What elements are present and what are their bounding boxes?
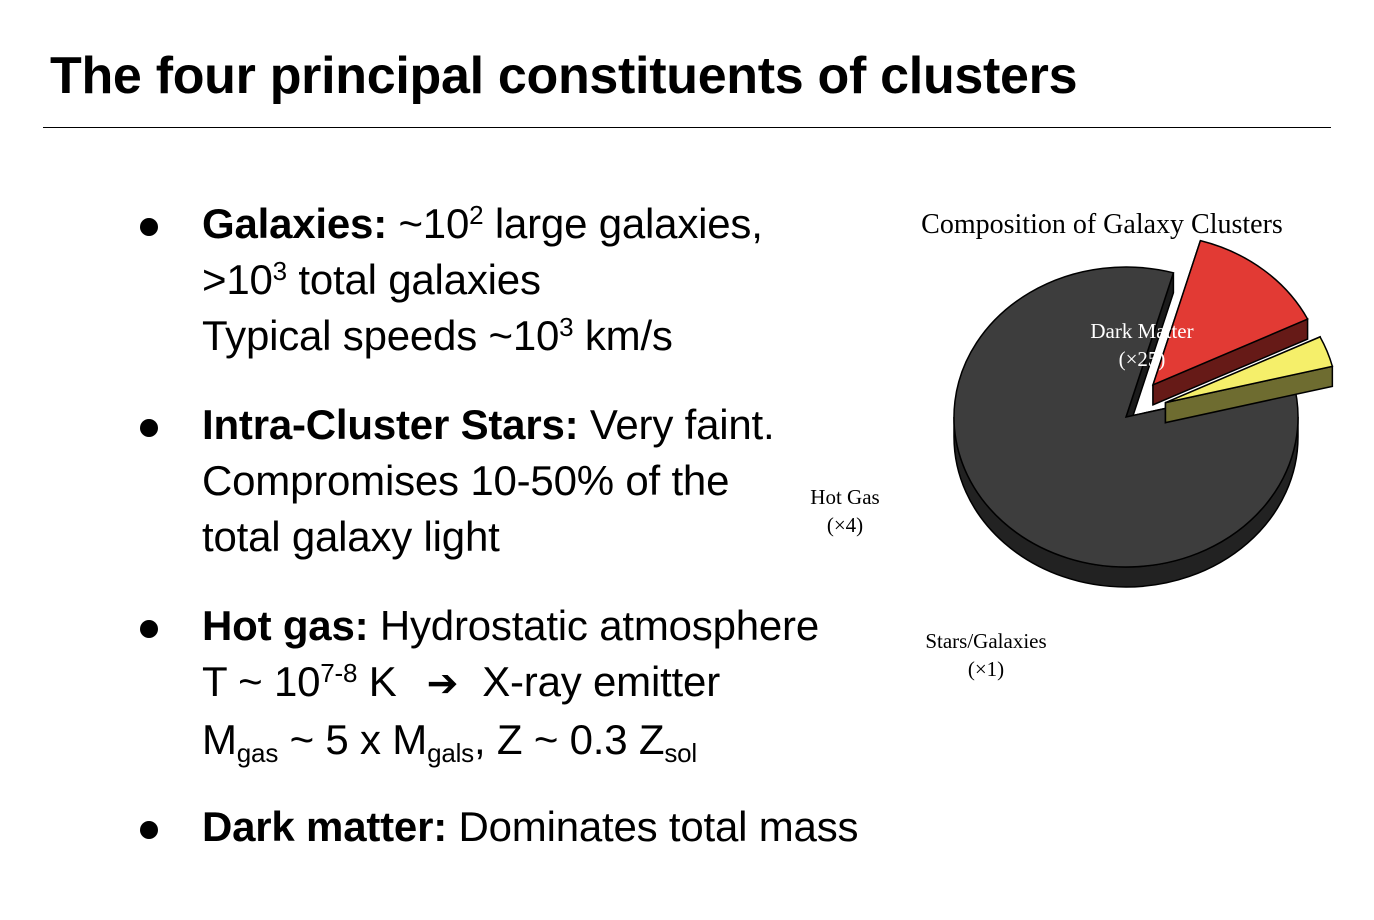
galaxies-line-1: Galaxies: ~102 large galaxies, xyxy=(202,200,763,247)
bullet-dot xyxy=(140,620,158,638)
chart-title: Composition of Galaxy Clusters xyxy=(921,209,1283,240)
stars-label: Intra-Cluster Stars: xyxy=(202,401,579,448)
stars-line-3: total galaxy light xyxy=(202,513,500,560)
right-arrow-icon: ➔ xyxy=(426,663,459,705)
slice-value-stars-galaxies: (×1) xyxy=(968,657,1004,681)
slice-label-hot-gas: Hot Gas xyxy=(810,485,879,509)
galaxies-line-2: >103 total galaxies xyxy=(202,256,541,303)
title-divider xyxy=(43,127,1331,128)
composition-pie-chart: Composition of Galaxy Clusters Dark Matt… xyxy=(810,209,1334,681)
stars-line-1: Intra-Cluster Stars: Very faint. xyxy=(202,401,775,448)
bullet-dot xyxy=(140,218,158,236)
pie-slice-top-stars-galaxies xyxy=(1165,335,1334,404)
bullet-dot xyxy=(140,821,158,839)
pie-slice-top-hot-gas xyxy=(1151,239,1309,387)
pie-slice-top-dark-matter xyxy=(953,266,1299,568)
slide-title: The four principal constituents of clust… xyxy=(50,47,1078,105)
gas-label: Hot gas: xyxy=(202,602,369,649)
galaxies-line-3: Typical speeds ~103 km/s xyxy=(202,312,673,359)
slice-label-stars-galaxies: Stars/Galaxies xyxy=(925,629,1046,653)
stars-line-2: Compromises 10-50% of the xyxy=(202,457,730,504)
slice-value-dark-matter: (×25) xyxy=(1119,347,1166,371)
gas-line-3: Mgas ~ 5 x Mgals, Z ~ 0.3 Zsol xyxy=(202,716,697,768)
galaxies-label: Galaxies: xyxy=(202,200,387,247)
pie-slice-hot-gas xyxy=(1151,239,1309,406)
dm-label: Dark matter: xyxy=(202,803,448,850)
gas-line-1: Hot gas: Hydrostatic atmosphere xyxy=(202,602,819,649)
slice-label-dark-matter: Dark Matter xyxy=(1090,319,1193,343)
pie-slice-stars-galaxies xyxy=(1164,335,1334,424)
bullet-dot xyxy=(140,419,158,437)
dm-line-1: Dark matter: Dominates total mass xyxy=(202,803,859,850)
gas-line-2: T ~ 107-8 K ➔ X-ray emitter xyxy=(202,654,819,712)
bullet-list: Galaxies: ~102 large galaxies, >103 tota… xyxy=(140,200,859,850)
slice-value-hot-gas: (×4) xyxy=(827,513,863,537)
